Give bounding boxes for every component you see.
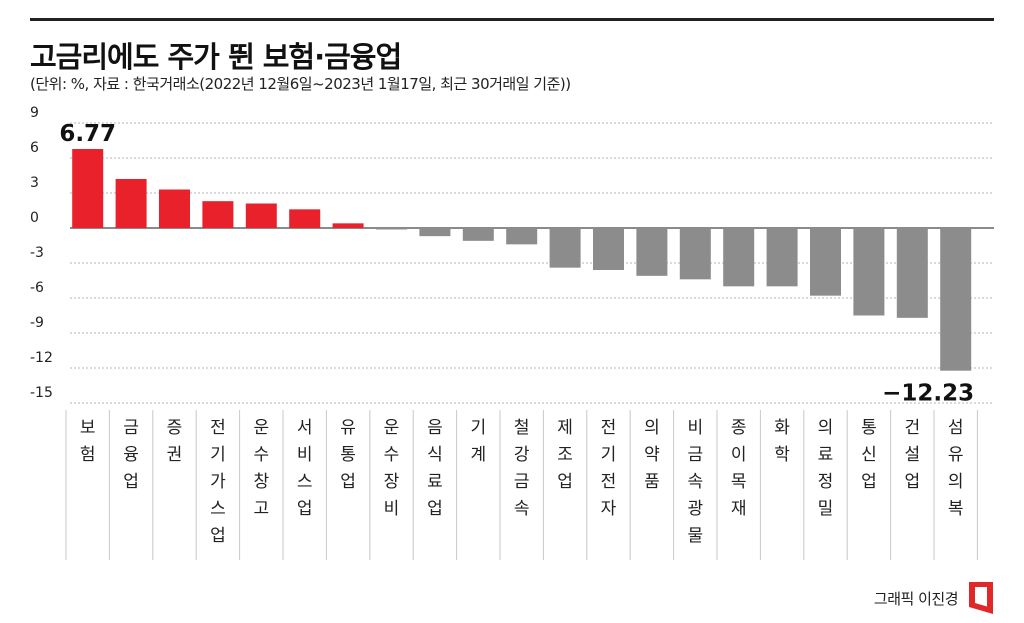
bar [810, 228, 841, 296]
bar [593, 228, 624, 270]
chart-title: 고금리에도 주가 뛴 보험·금융업 [30, 40, 402, 74]
bar [72, 149, 104, 228]
bar [853, 228, 885, 316]
bar [636, 228, 668, 276]
bar [549, 228, 581, 268]
y-tick-label: 3 [30, 175, 39, 191]
bar [896, 228, 928, 318]
y-tick-label: -3 [30, 245, 44, 261]
bar [940, 228, 972, 371]
y-tick-label: -15 [30, 385, 53, 401]
y-tick-label: -9 [30, 315, 44, 331]
y-tick-label: 6 [30, 140, 39, 156]
bar [679, 228, 711, 280]
bar [115, 179, 147, 228]
bar [245, 203, 277, 228]
graphic-credit: 그래픽 이진경 [873, 590, 959, 608]
bar [332, 223, 364, 228]
y-tick-label: 0 [30, 210, 39, 226]
newspaper-logo-icon [969, 582, 993, 614]
bar [202, 201, 234, 228]
data-label: −12.23 [882, 381, 974, 407]
bar [462, 228, 494, 241]
y-tick-label: -12 [30, 350, 53, 366]
bar [159, 189, 190, 228]
y-tick-label: 9 [30, 105, 39, 121]
top-rule [30, 18, 994, 21]
data-label: 6.77 [59, 121, 116, 147]
y-tick-label: -6 [30, 280, 44, 296]
chart-subtitle: (단위: %, 자료 : 한국거래소(2022년 12월6일~2023년 1월1… [30, 75, 571, 93]
bar [723, 228, 755, 287]
bar [376, 228, 407, 230]
bar [419, 228, 451, 237]
bar [289, 209, 321, 228]
bar [506, 228, 538, 245]
bar [766, 228, 798, 287]
